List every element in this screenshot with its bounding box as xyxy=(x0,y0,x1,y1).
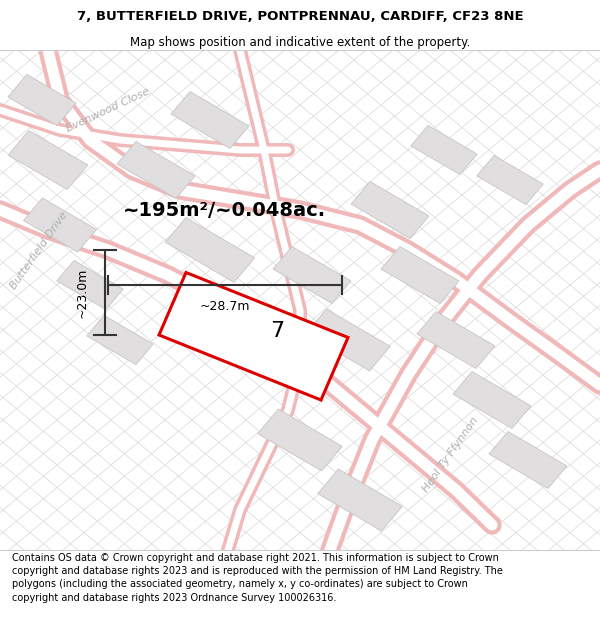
Polygon shape xyxy=(306,309,390,371)
Polygon shape xyxy=(477,156,543,204)
Polygon shape xyxy=(453,371,531,429)
Text: ~23.0m: ~23.0m xyxy=(76,268,89,318)
Polygon shape xyxy=(87,316,153,364)
Text: Evenwood Close: Evenwood Close xyxy=(65,86,151,134)
Polygon shape xyxy=(159,272,348,400)
Text: ~195m²/~0.048ac.: ~195m²/~0.048ac. xyxy=(123,201,326,219)
Text: Butterfield Drive: Butterfield Drive xyxy=(8,209,70,291)
Text: 7: 7 xyxy=(271,321,284,341)
Polygon shape xyxy=(8,74,76,126)
Polygon shape xyxy=(117,141,195,199)
Polygon shape xyxy=(207,292,297,357)
Text: Heol Ty Ffynnon: Heol Ty Ffynnon xyxy=(421,416,479,494)
Text: Contains OS data © Crown copyright and database right 2021. This information is : Contains OS data © Crown copyright and d… xyxy=(12,553,503,602)
Polygon shape xyxy=(57,261,123,309)
Polygon shape xyxy=(165,217,255,282)
Polygon shape xyxy=(23,198,97,252)
Polygon shape xyxy=(8,131,88,189)
Text: 7, BUTTERFIELD DRIVE, PONTPRENNAU, CARDIFF, CF23 8NE: 7, BUTTERFIELD DRIVE, PONTPRENNAU, CARDI… xyxy=(77,10,523,23)
Polygon shape xyxy=(318,469,402,531)
Polygon shape xyxy=(417,311,495,369)
Text: Map shows position and indicative extent of the property.: Map shows position and indicative extent… xyxy=(130,36,470,49)
Polygon shape xyxy=(411,126,477,174)
Polygon shape xyxy=(273,246,351,304)
Polygon shape xyxy=(489,431,567,489)
Polygon shape xyxy=(381,246,459,304)
Text: ~28.7m: ~28.7m xyxy=(200,300,250,313)
Polygon shape xyxy=(351,181,429,239)
Polygon shape xyxy=(258,409,342,471)
Polygon shape xyxy=(171,91,249,149)
